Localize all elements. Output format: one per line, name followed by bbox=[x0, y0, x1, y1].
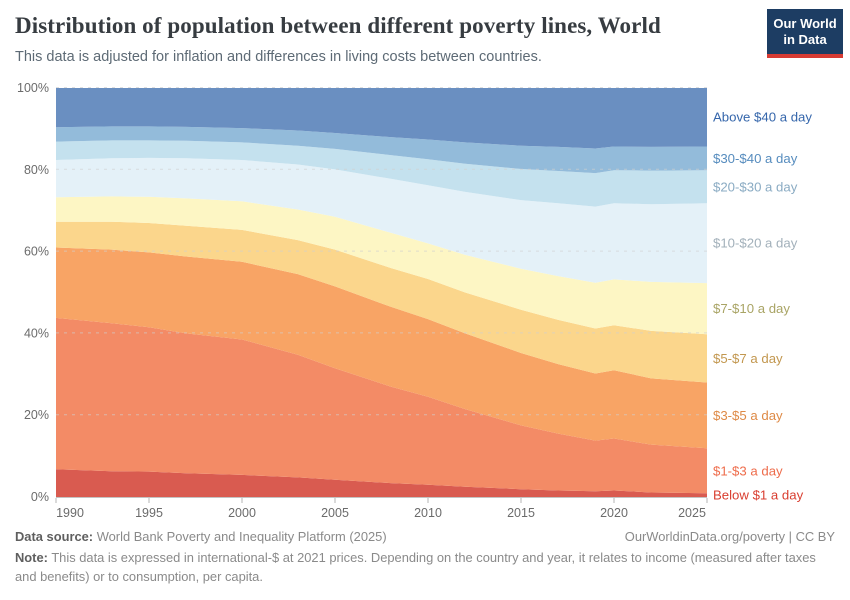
y-tick-label-0: 0% bbox=[31, 490, 49, 504]
page-title: Distribution of population between diffe… bbox=[15, 13, 661, 38]
area-band-above-40-a-day[interactable] bbox=[56, 88, 707, 149]
area-band-below-1-a-day[interactable] bbox=[56, 469, 707, 497]
note-label: Note: bbox=[15, 550, 48, 566]
owid-logo-line2: in Data bbox=[783, 31, 827, 47]
note-text: This data is expressed in international-… bbox=[15, 550, 816, 584]
x-tick-label-1995: 1995 bbox=[135, 506, 163, 520]
chart-note: Note: This data is expressed in internat… bbox=[15, 549, 835, 586]
chart-subtitle: This data is adjusted for inflation and … bbox=[15, 49, 542, 65]
band-label-3-5-a-day: $3-$5 a day bbox=[713, 408, 783, 423]
data-source-text: World Bank Poverty and Inequality Platfo… bbox=[96, 529, 387, 544]
owid-logo-line1: Our World bbox=[773, 16, 837, 31]
band-label-above-40-a-day: Above $40 a day bbox=[713, 110, 812, 125]
band-label-7-10-a-day: $7-$10 a day bbox=[713, 301, 790, 316]
area-band-1-3-a-day[interactable] bbox=[56, 317, 707, 494]
chart-footer: Data source: World Bank Poverty and Ineq… bbox=[15, 528, 835, 586]
band-label-1-3-a-day: $1-$3 a day bbox=[713, 463, 783, 478]
area-band-3-5-a-day[interactable] bbox=[56, 247, 707, 449]
y-tick-label-20: 20% bbox=[24, 408, 49, 422]
x-tick-label-2020: 2020 bbox=[600, 506, 628, 520]
band-label-below-1-a-day: Below $1 a day bbox=[713, 488, 804, 503]
attribution: OurWorldinData.org/poverty | CC BY bbox=[625, 528, 835, 546]
x-tick-label-2015: 2015 bbox=[507, 506, 535, 520]
data-source-label: Data source: bbox=[15, 529, 94, 544]
area-band-10-20-a-day[interactable] bbox=[56, 157, 707, 284]
attribution-divider: | bbox=[788, 529, 792, 544]
y-tick-label-60: 60% bbox=[24, 245, 49, 259]
y-tick-label-40: 40% bbox=[24, 326, 49, 340]
x-tick-label-2010: 2010 bbox=[414, 506, 442, 520]
attribution-link[interactable]: OurWorldinData.org/poverty bbox=[624, 529, 786, 544]
band-label-20-30-a-day: $20-$30 a day bbox=[713, 179, 798, 194]
band-label-10-20-a-day: $10-$20 a day bbox=[713, 236, 798, 251]
band-label-30-40-a-day: $30-$40 a day bbox=[713, 151, 798, 166]
area-band-5-7-a-day[interactable] bbox=[56, 221, 707, 383]
area-band-7-10-a-day[interactable] bbox=[56, 196, 707, 335]
x-tick-label-2000: 2000 bbox=[228, 506, 256, 520]
data-source: Data source: World Bank Poverty and Ineq… bbox=[15, 528, 387, 546]
license-label: CC BY bbox=[795, 529, 835, 544]
x-tick-label-2025: 2025 bbox=[678, 506, 706, 520]
x-tick-label-1990: 1990 bbox=[56, 506, 84, 520]
y-tick-label-80: 80% bbox=[24, 163, 49, 177]
owid-logo[interactable]: Our World in Data bbox=[767, 9, 843, 58]
area-band-30-40-a-day[interactable] bbox=[56, 126, 707, 174]
x-tick-label-2005: 2005 bbox=[321, 506, 349, 520]
y-tick-label-100: 100% bbox=[17, 81, 49, 95]
area-band-20-30-a-day[interactable] bbox=[56, 140, 707, 207]
band-label-5-7-a-day: $5-$7 a day bbox=[713, 351, 783, 366]
